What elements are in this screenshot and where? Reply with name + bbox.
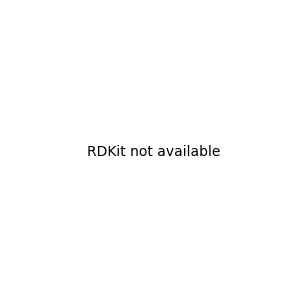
Text: RDKit not available: RDKit not available — [87, 145, 220, 158]
